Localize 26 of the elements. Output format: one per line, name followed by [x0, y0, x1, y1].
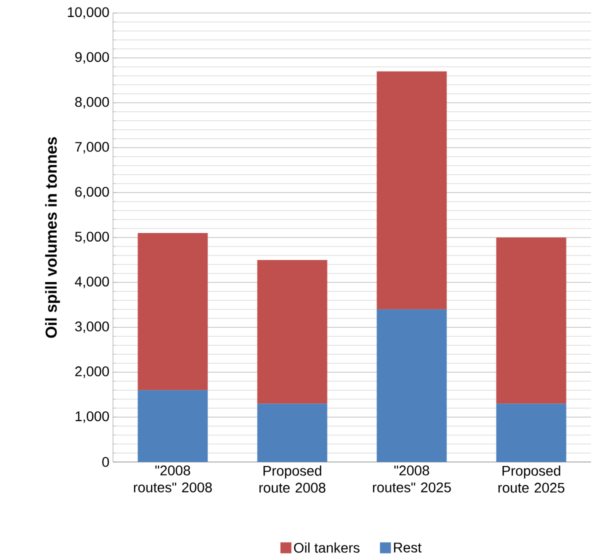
bar [376, 71, 447, 310]
y-tick-label: 8,000 [75, 96, 109, 109]
y-tick-label: 6,000 [75, 186, 109, 198]
bar [257, 404, 328, 462]
y-tick-label: 5,000 [75, 232, 109, 244]
y-tick-label: 1,000 [76, 411, 109, 423]
y-tick-label: 10,000 [68, 7, 109, 19]
legend-label: Rest [394, 542, 422, 552]
bar [138, 390, 208, 462]
bar [496, 404, 566, 462]
bar [376, 309, 447, 462]
x-tick-label: Proposed route 2025 [498, 465, 564, 493]
y-tick-label: 9,000 [75, 52, 109, 64]
y-tick-label: 0 [102, 457, 109, 467]
y-axis-title: Oil spill volumes in tonnes [45, 137, 60, 338]
bar [138, 232, 208, 390]
bar [496, 237, 566, 404]
x-tick-label: Proposed route 2008 [259, 465, 326, 493]
legend-label: Oil tankers [294, 542, 360, 553]
bar [257, 260, 328, 404]
y-tick-label: 4,000 [74, 276, 109, 288]
x-tick-label: "2008 routes" 2025 [372, 465, 451, 492]
x-tick-label: "2008 routes" 2008 [134, 465, 212, 492]
y-tick-label: 7,000 [75, 142, 109, 154]
y-tick-label: 2,000 [75, 366, 109, 378]
y-tick-label: 3,000 [75, 321, 109, 334]
